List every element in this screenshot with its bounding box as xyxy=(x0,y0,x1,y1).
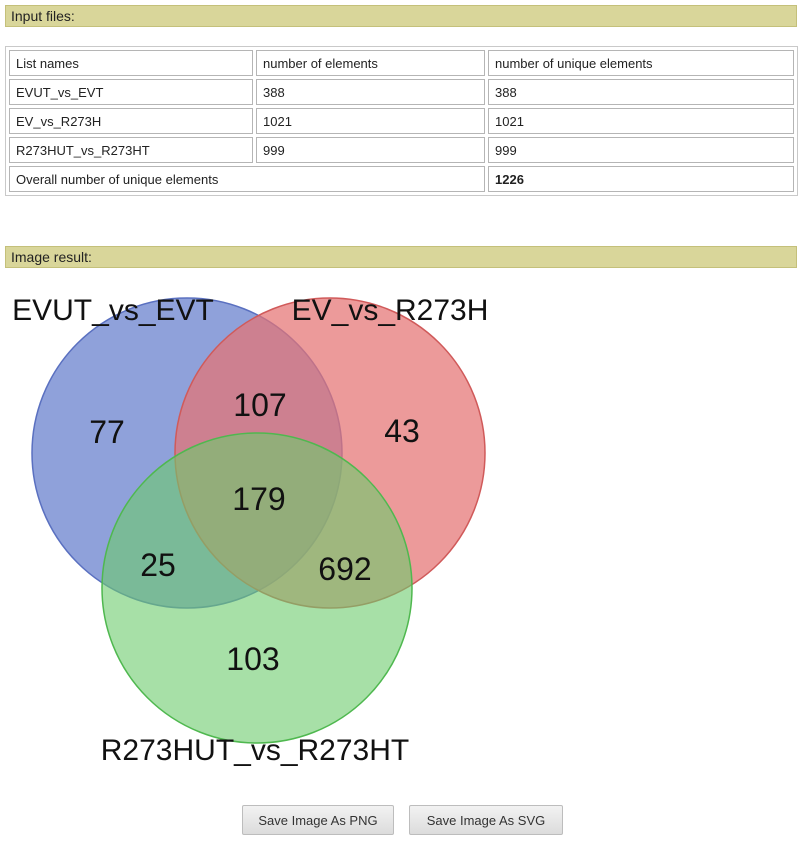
input-files-table: List names number of elements number of … xyxy=(5,46,798,196)
list-name-cell: EV_vs_R273H xyxy=(9,108,253,134)
element-count-cell: 999 xyxy=(256,137,485,163)
region-a-c-count: 25 xyxy=(140,547,176,583)
region-only-c-count: 103 xyxy=(226,641,279,677)
save-svg-button[interactable]: Save Image As SVG xyxy=(409,805,563,835)
element-count-cell: 1021 xyxy=(256,108,485,134)
list-name-cell: EVUT_vs_EVT xyxy=(9,79,253,105)
region-only-b-count: 43 xyxy=(384,413,420,449)
set-b-label: EV_vs_R273H xyxy=(292,294,489,327)
venn-diagram: EVUT_vs_EVT EV_vs_R273H R273HUT_vs_R273H… xyxy=(12,294,489,767)
region-only-a-count: 77 xyxy=(89,414,125,450)
table-header-row: List names number of elements number of … xyxy=(9,50,794,76)
save-png-button[interactable]: Save Image As PNG xyxy=(242,805,394,835)
table-row: R273HUT_vs_R273HT 999 999 xyxy=(9,137,794,163)
table-row: EVUT_vs_EVT 388 388 xyxy=(9,79,794,105)
column-header: number of elements xyxy=(256,50,485,76)
unique-count-cell: 999 xyxy=(488,137,794,163)
unique-count-cell: 1021 xyxy=(488,108,794,134)
list-name-cell: R273HUT_vs_R273HT xyxy=(9,137,253,163)
unique-count-cell: 388 xyxy=(488,79,794,105)
input-files-header: Input files: xyxy=(5,5,797,27)
set-a-label: EVUT_vs_EVT xyxy=(12,294,214,327)
element-count-cell: 388 xyxy=(256,79,485,105)
region-a-b-count: 107 xyxy=(233,387,286,423)
set-c-label: R273HUT_vs_R273HT xyxy=(101,734,409,767)
overall-label-cell: Overall number of unique elements xyxy=(9,166,485,192)
image-result-header: Image result: xyxy=(5,246,797,268)
table-total-row: Overall number of unique elements 1226 xyxy=(9,166,794,192)
region-b-c-count: 692 xyxy=(318,551,371,587)
region-a-b-c-count: 179 xyxy=(232,481,285,517)
overall-value-cell: 1226 xyxy=(488,166,794,192)
column-header: List names xyxy=(9,50,253,76)
table-row: EV_vs_R273H 1021 1021 xyxy=(9,108,794,134)
set-c-circle xyxy=(101,432,413,744)
column-header: number of unique elements xyxy=(488,50,794,76)
